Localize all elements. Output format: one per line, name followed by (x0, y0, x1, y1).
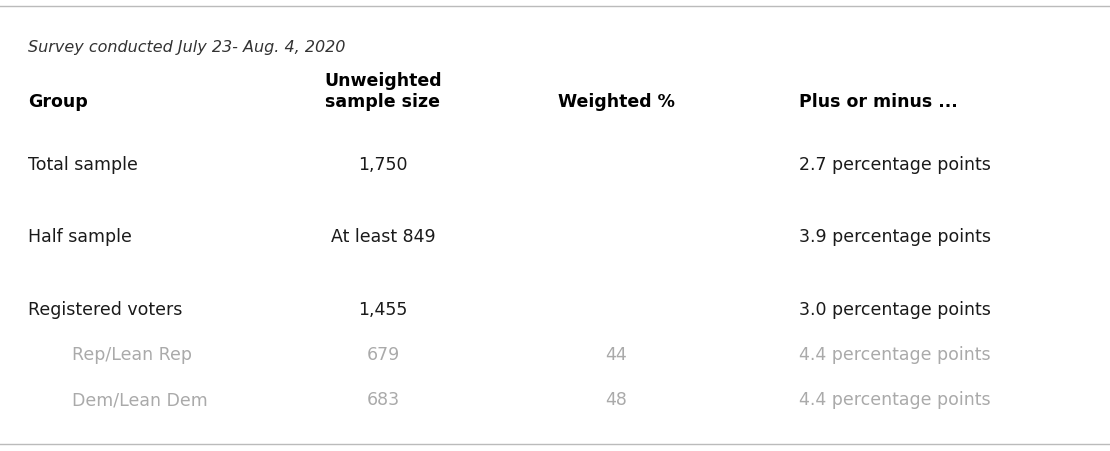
Text: Weighted %: Weighted % (557, 92, 675, 110)
Text: 4.4 percentage points: 4.4 percentage points (799, 390, 991, 408)
Text: 1,750: 1,750 (359, 156, 407, 174)
Text: 3.9 percentage points: 3.9 percentage points (799, 228, 991, 246)
Text: 683: 683 (366, 390, 400, 408)
Text: 48: 48 (605, 390, 627, 408)
Text: 44: 44 (605, 345, 627, 363)
Text: 679: 679 (366, 345, 400, 363)
Text: Dem/Lean Dem: Dem/Lean Dem (72, 390, 208, 408)
Text: Rep/Lean Rep: Rep/Lean Rep (72, 345, 192, 363)
Text: 1,455: 1,455 (359, 300, 407, 318)
Text: Half sample: Half sample (28, 228, 132, 246)
Text: Total sample: Total sample (28, 156, 138, 174)
Text: Registered voters: Registered voters (28, 300, 182, 318)
Text: Group: Group (28, 92, 88, 110)
Text: Unweighted
sample size: Unweighted sample size (324, 72, 442, 110)
Text: 4.4 percentage points: 4.4 percentage points (799, 345, 991, 363)
Text: At least 849: At least 849 (331, 228, 435, 246)
Text: 3.0 percentage points: 3.0 percentage points (799, 300, 991, 318)
Text: Survey conducted July 23- Aug. 4, 2020: Survey conducted July 23- Aug. 4, 2020 (28, 40, 345, 55)
Text: 2.7 percentage points: 2.7 percentage points (799, 156, 991, 174)
Text: Plus or minus ...: Plus or minus ... (799, 92, 958, 110)
